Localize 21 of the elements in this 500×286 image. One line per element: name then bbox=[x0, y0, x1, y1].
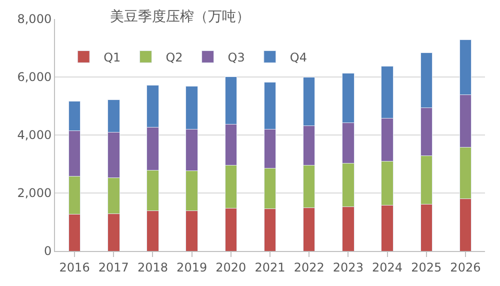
x-tick-label: 2024 bbox=[372, 260, 403, 274]
x-tick-label: 2026 bbox=[450, 260, 481, 274]
y-tick-label: 0 bbox=[44, 244, 52, 258]
x-tick-label: 2017 bbox=[98, 260, 129, 274]
y-tick-label: 6,000 bbox=[17, 70, 52, 84]
x-tick-label: 2020 bbox=[216, 260, 246, 274]
y-tick-label: 8,000 bbox=[17, 12, 52, 26]
x-tick-label: 2022 bbox=[294, 260, 324, 274]
legend-label: Q3 bbox=[228, 50, 245, 64]
x-tick-label: 2025 bbox=[411, 260, 442, 274]
x-tick-label: 2016 bbox=[59, 260, 90, 274]
legend-label: Q2 bbox=[166, 50, 183, 64]
legend-label: Q4 bbox=[290, 50, 307, 64]
x-tick-label: 2018 bbox=[137, 260, 168, 274]
y-tick-label: 2,000 bbox=[17, 186, 52, 200]
x-tick-label: 2019 bbox=[176, 260, 208, 274]
x-tick-label: 2021 bbox=[254, 260, 286, 274]
legend-label: Q1 bbox=[104, 50, 121, 64]
x-tick-label: 2023 bbox=[332, 260, 364, 274]
chart-title: 美豆季度压榨（万吨） bbox=[110, 9, 250, 26]
y-tick-label: 4,000 bbox=[17, 128, 52, 142]
